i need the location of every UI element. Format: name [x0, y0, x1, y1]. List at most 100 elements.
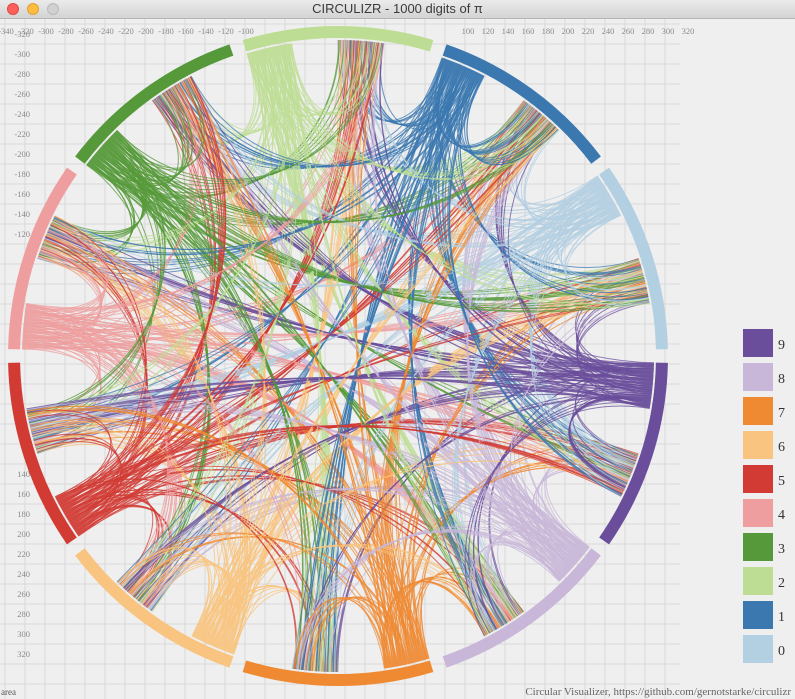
legend-label-2: 2	[778, 576, 785, 591]
tick-label: 300	[17, 629, 30, 639]
chord-3-4	[42, 155, 135, 254]
chord-0-5	[26, 212, 621, 410]
chord-0-6	[118, 213, 621, 584]
chord-3-7	[115, 130, 304, 670]
chord-8-1	[466, 127, 562, 581]
tick-label: -280	[14, 69, 30, 79]
legend-label-3: 3	[778, 542, 785, 557]
chord-8-0	[514, 292, 648, 574]
legend-label-6: 6	[778, 440, 785, 455]
legend-swatch-6	[743, 431, 773, 459]
legend-swatch-9	[743, 329, 773, 357]
legend: 9 8 7 6 5 4 3 2 1 0	[743, 329, 785, 663]
chord-5-1	[55, 126, 557, 499]
chord-9-0	[577, 302, 650, 409]
chord-6-5	[27, 411, 216, 640]
chord-0-0	[565, 213, 650, 306]
chord-4-9	[24, 312, 629, 482]
chord-6-8	[197, 544, 494, 640]
chord-9-3	[184, 79, 651, 405]
digit-arc-9[interactable]	[599, 362, 668, 545]
chord-8-6	[118, 489, 563, 585]
digit-arc-7[interactable]	[242, 660, 434, 686]
legend-swatch-3	[743, 533, 773, 561]
chord-6-6	[128, 553, 221, 644]
tick-label: -320	[14, 29, 30, 39]
chord-9-3	[189, 76, 651, 407]
tick-label: 240	[17, 569, 30, 579]
tick-label: 220	[582, 26, 595, 36]
chord-8-3	[186, 78, 565, 578]
chord-8-2	[373, 42, 562, 580]
digit-arc-8[interactable]	[442, 548, 601, 668]
tick-label: 100	[462, 26, 475, 36]
tick-label: 320	[682, 26, 695, 36]
close-window-button[interactable]	[7, 3, 19, 15]
tick-label: 180	[17, 509, 30, 519]
chord-0-5	[28, 205, 617, 422]
tick-label: 280	[642, 26, 655, 36]
legend-label-9: 9	[778, 338, 785, 353]
chord-6-8	[193, 545, 486, 638]
tick-label: -140	[198, 26, 214, 36]
chord-9-8	[468, 402, 651, 634]
zoom-window-button[interactable]	[47, 3, 59, 15]
tick-label: -260	[78, 26, 94, 36]
chord-2-5	[27, 43, 293, 415]
chord-5-7	[55, 478, 297, 669]
chord-6-4	[52, 218, 231, 640]
digit-arc-2[interactable]	[242, 26, 434, 52]
legend-swatch-8	[743, 363, 773, 391]
tick-label: -340	[0, 26, 14, 36]
legend-label-8: 8	[778, 372, 785, 387]
chord-7-1	[380, 125, 556, 668]
legend-label-1: 1	[778, 610, 785, 625]
digit-arc-6[interactable]	[75, 548, 234, 668]
tick-label: 200	[17, 529, 30, 539]
chord-0-4	[54, 212, 620, 287]
chords	[22, 39, 654, 673]
tick-label: -180	[14, 169, 30, 179]
digit-arc-3[interactable]	[75, 44, 234, 164]
legend-swatch-4	[743, 499, 773, 527]
tick-label: -320	[18, 26, 34, 36]
chord-6-9	[195, 460, 624, 639]
tick-label: 140	[17, 469, 30, 479]
chord-diagram: -340-320-300-280-260-240-220-200-180-160…	[0, 19, 785, 699]
chord-7-7	[293, 597, 387, 669]
digit-arc-5[interactable]	[8, 362, 77, 545]
digit-arcs	[8, 26, 668, 686]
window-title: CIRCULIZR - 1000 digits of π	[312, 1, 483, 16]
chord-9-4	[48, 228, 653, 391]
legend-swatch-7	[743, 397, 773, 425]
chord-9-2	[379, 43, 650, 409]
tick-label: -200	[14, 149, 30, 159]
chord-1-9	[447, 73, 623, 495]
tick-label: -240	[98, 26, 114, 36]
legend-label-0: 0	[778, 644, 785, 659]
tick-label: -140	[14, 209, 30, 219]
digit-arc-0[interactable]	[599, 167, 668, 350]
digit-arc-1[interactable]	[442, 44, 601, 164]
minimize-window-button[interactable]	[27, 3, 39, 15]
chord-4-6	[26, 303, 168, 586]
chord-7-1	[376, 127, 558, 669]
chord-6-4	[54, 215, 227, 637]
axis-ticks: -340-320-300-280-260-240-220-200-180-160…	[0, 26, 694, 659]
chord-4-9	[26, 304, 623, 494]
chord-1-7	[298, 73, 480, 670]
legend-swatch-0	[743, 635, 773, 663]
digit-arc-4[interactable]	[8, 167, 77, 350]
tick-label: 260	[17, 589, 30, 599]
chord-4-2	[26, 43, 385, 309]
tick-label: -280	[58, 26, 74, 36]
tick-label: -180	[158, 26, 174, 36]
tick-label: 240	[602, 26, 615, 36]
chord-5-6	[65, 496, 163, 597]
chord-2-3	[189, 43, 292, 132]
title-bar: CIRCULIZR - 1000 digits of π	[0, 0, 795, 19]
chord-2-1	[290, 43, 560, 180]
chord-0-9	[529, 206, 625, 491]
tick-label: 300	[662, 26, 675, 36]
